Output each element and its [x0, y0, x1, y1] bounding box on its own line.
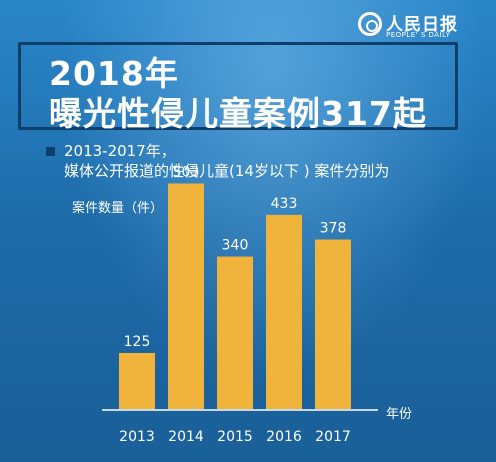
x-tick-labels-group: 2013 2014 2015 2016 2017 — [119, 429, 351, 445]
bar-2014 — [168, 183, 204, 409]
headline-line-1: 2018年 — [49, 54, 179, 93]
value-label-2016: 433 — [271, 196, 298, 212]
value-labels-group: 125 503 340 433 378 — [124, 164, 347, 349]
x-tick-2015: 2015 — [217, 429, 253, 445]
value-label-2015: 340 — [222, 238, 249, 254]
bar-2013 — [119, 352, 155, 409]
x-tick-2016: 2016 — [266, 429, 302, 445]
headline-line-2: 曝光性侵儿童案例317起 — [49, 94, 427, 133]
x-axis-label: 年份 — [386, 407, 412, 422]
people-daily-at-icon — [358, 12, 382, 36]
bar-2017 — [315, 239, 351, 409]
headline-box: 2018年 曝光性侵儿童案例317起 — [18, 42, 458, 133]
x-tick-2017: 2017 — [315, 429, 351, 445]
subtitle-line-1: 2013-2017年， — [64, 142, 176, 160]
subtitle-line-2: 媒体公开报道的性侵儿童(14岁以下 ) 案件分别为 — [64, 162, 390, 180]
y-axis-label: 案件数量（件） — [72, 201, 163, 216]
value-label-2017: 378 — [320, 221, 347, 237]
logo-name-cn: 人民日报 — [386, 15, 458, 35]
x-tick-2014: 2014 — [168, 429, 204, 445]
value-label-2013: 125 — [124, 334, 151, 350]
logo-name-en: PEOPLE' S DAILY — [386, 31, 451, 39]
bar-2016 — [266, 214, 302, 409]
bars-group — [119, 183, 351, 409]
subtitle-square-icon — [46, 147, 55, 156]
value-label-2014: 503 — [173, 164, 200, 180]
bar-2015 — [217, 256, 253, 409]
subtitle: 2013-2017年， 媒体公开报道的性侵儿童(14岁以下 ) 案件分别为 — [0, 138, 496, 198]
x-tick-2013: 2013 — [119, 429, 155, 445]
